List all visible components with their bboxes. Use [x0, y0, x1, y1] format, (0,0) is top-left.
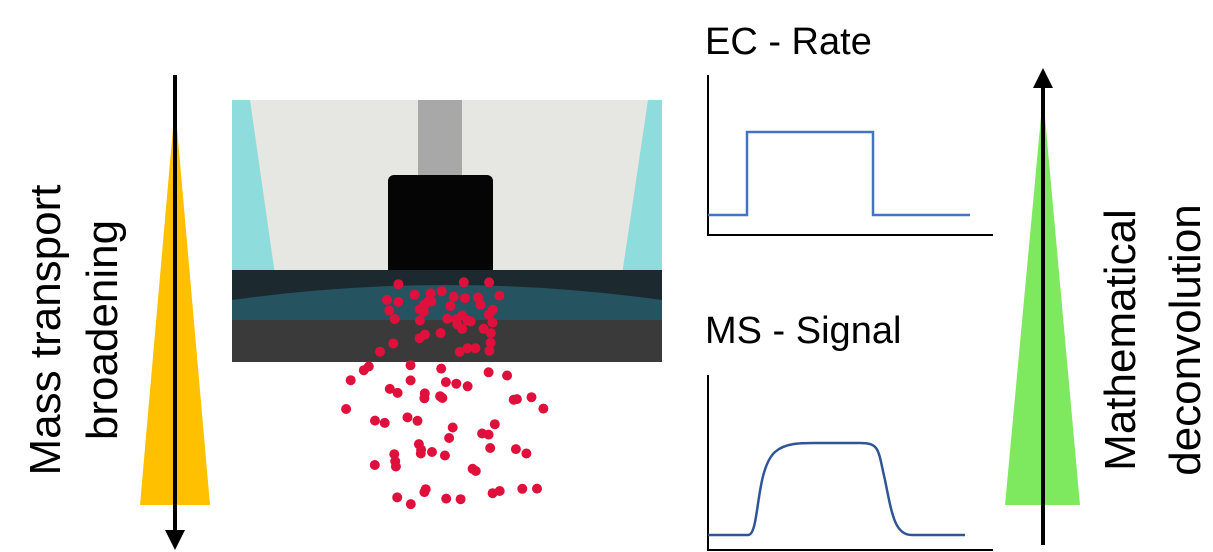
particle	[487, 304, 498, 315]
particle	[384, 383, 395, 394]
left-label-line: broadening	[78, 220, 127, 440]
plot-title: MS - Signal	[705, 310, 901, 352]
particle	[454, 346, 465, 357]
particle	[441, 493, 452, 504]
particle	[392, 492, 403, 503]
signal-curve	[708, 441, 965, 537]
particle	[451, 378, 462, 389]
particle	[458, 277, 469, 288]
particle	[392, 387, 403, 398]
particle	[435, 328, 446, 339]
particle	[460, 293, 470, 304]
particle	[487, 488, 498, 499]
particle	[370, 415, 380, 426]
particle	[462, 343, 473, 354]
particle	[483, 367, 494, 378]
particle	[455, 494, 466, 505]
particle	[405, 499, 416, 510]
particle	[414, 304, 425, 315]
particle	[448, 291, 459, 302]
plot-title: EC - Rate	[705, 21, 872, 63]
particle	[470, 343, 481, 354]
particle	[445, 301, 456, 311]
particle	[379, 417, 390, 428]
particle	[427, 447, 437, 457]
particle	[451, 314, 462, 325]
particle	[388, 338, 399, 349]
particle	[532, 483, 542, 494]
particle	[465, 316, 476, 327]
particle	[510, 444, 521, 455]
particle	[382, 294, 392, 305]
particle	[389, 314, 400, 324]
particle	[484, 277, 495, 288]
particle	[485, 337, 496, 348]
particle	[419, 388, 430, 399]
particle	[436, 286, 447, 297]
particle	[521, 448, 532, 459]
particle	[526, 392, 537, 403]
particle	[538, 403, 549, 414]
particle	[369, 460, 380, 470]
particle	[437, 393, 448, 403]
particle	[409, 289, 420, 300]
particle	[341, 404, 352, 414]
right-label-line: deconvolution	[1161, 204, 1210, 476]
particle	[420, 484, 431, 495]
particle	[511, 394, 522, 405]
particle	[375, 346, 385, 357]
particle	[439, 450, 450, 461]
particle	[517, 483, 528, 494]
particle	[502, 370, 513, 381]
rate-curve	[708, 130, 970, 217]
particle	[442, 313, 453, 324]
particle	[494, 290, 505, 301]
particle	[444, 433, 455, 443]
particle	[485, 328, 496, 339]
particle	[402, 412, 413, 423]
particle	[412, 415, 423, 426]
particle	[489, 419, 500, 430]
particle	[390, 461, 401, 472]
particle	[487, 317, 498, 328]
particle	[470, 466, 481, 476]
particle	[393, 279, 404, 290]
particle	[345, 375, 356, 386]
particle	[462, 381, 473, 392]
particle	[423, 295, 434, 306]
particle	[358, 365, 369, 376]
particle	[416, 444, 427, 455]
particle	[475, 299, 486, 310]
particle	[484, 345, 495, 356]
particle	[440, 377, 451, 388]
particle	[478, 323, 489, 334]
axes	[707, 375, 993, 551]
right-label-line: Mathematical	[1096, 209, 1145, 471]
particle	[414, 315, 425, 326]
particle	[393, 296, 404, 307]
particle	[419, 329, 430, 340]
axes	[707, 75, 993, 236]
particle	[483, 429, 494, 440]
left-label-line: Mass transport	[21, 185, 70, 476]
particle	[447, 422, 458, 433]
particle	[405, 375, 416, 386]
cell-illustration	[232, 100, 662, 510]
particle	[485, 443, 496, 453]
particle	[405, 360, 416, 371]
particle	[436, 363, 447, 374]
particle	[384, 305, 395, 316]
